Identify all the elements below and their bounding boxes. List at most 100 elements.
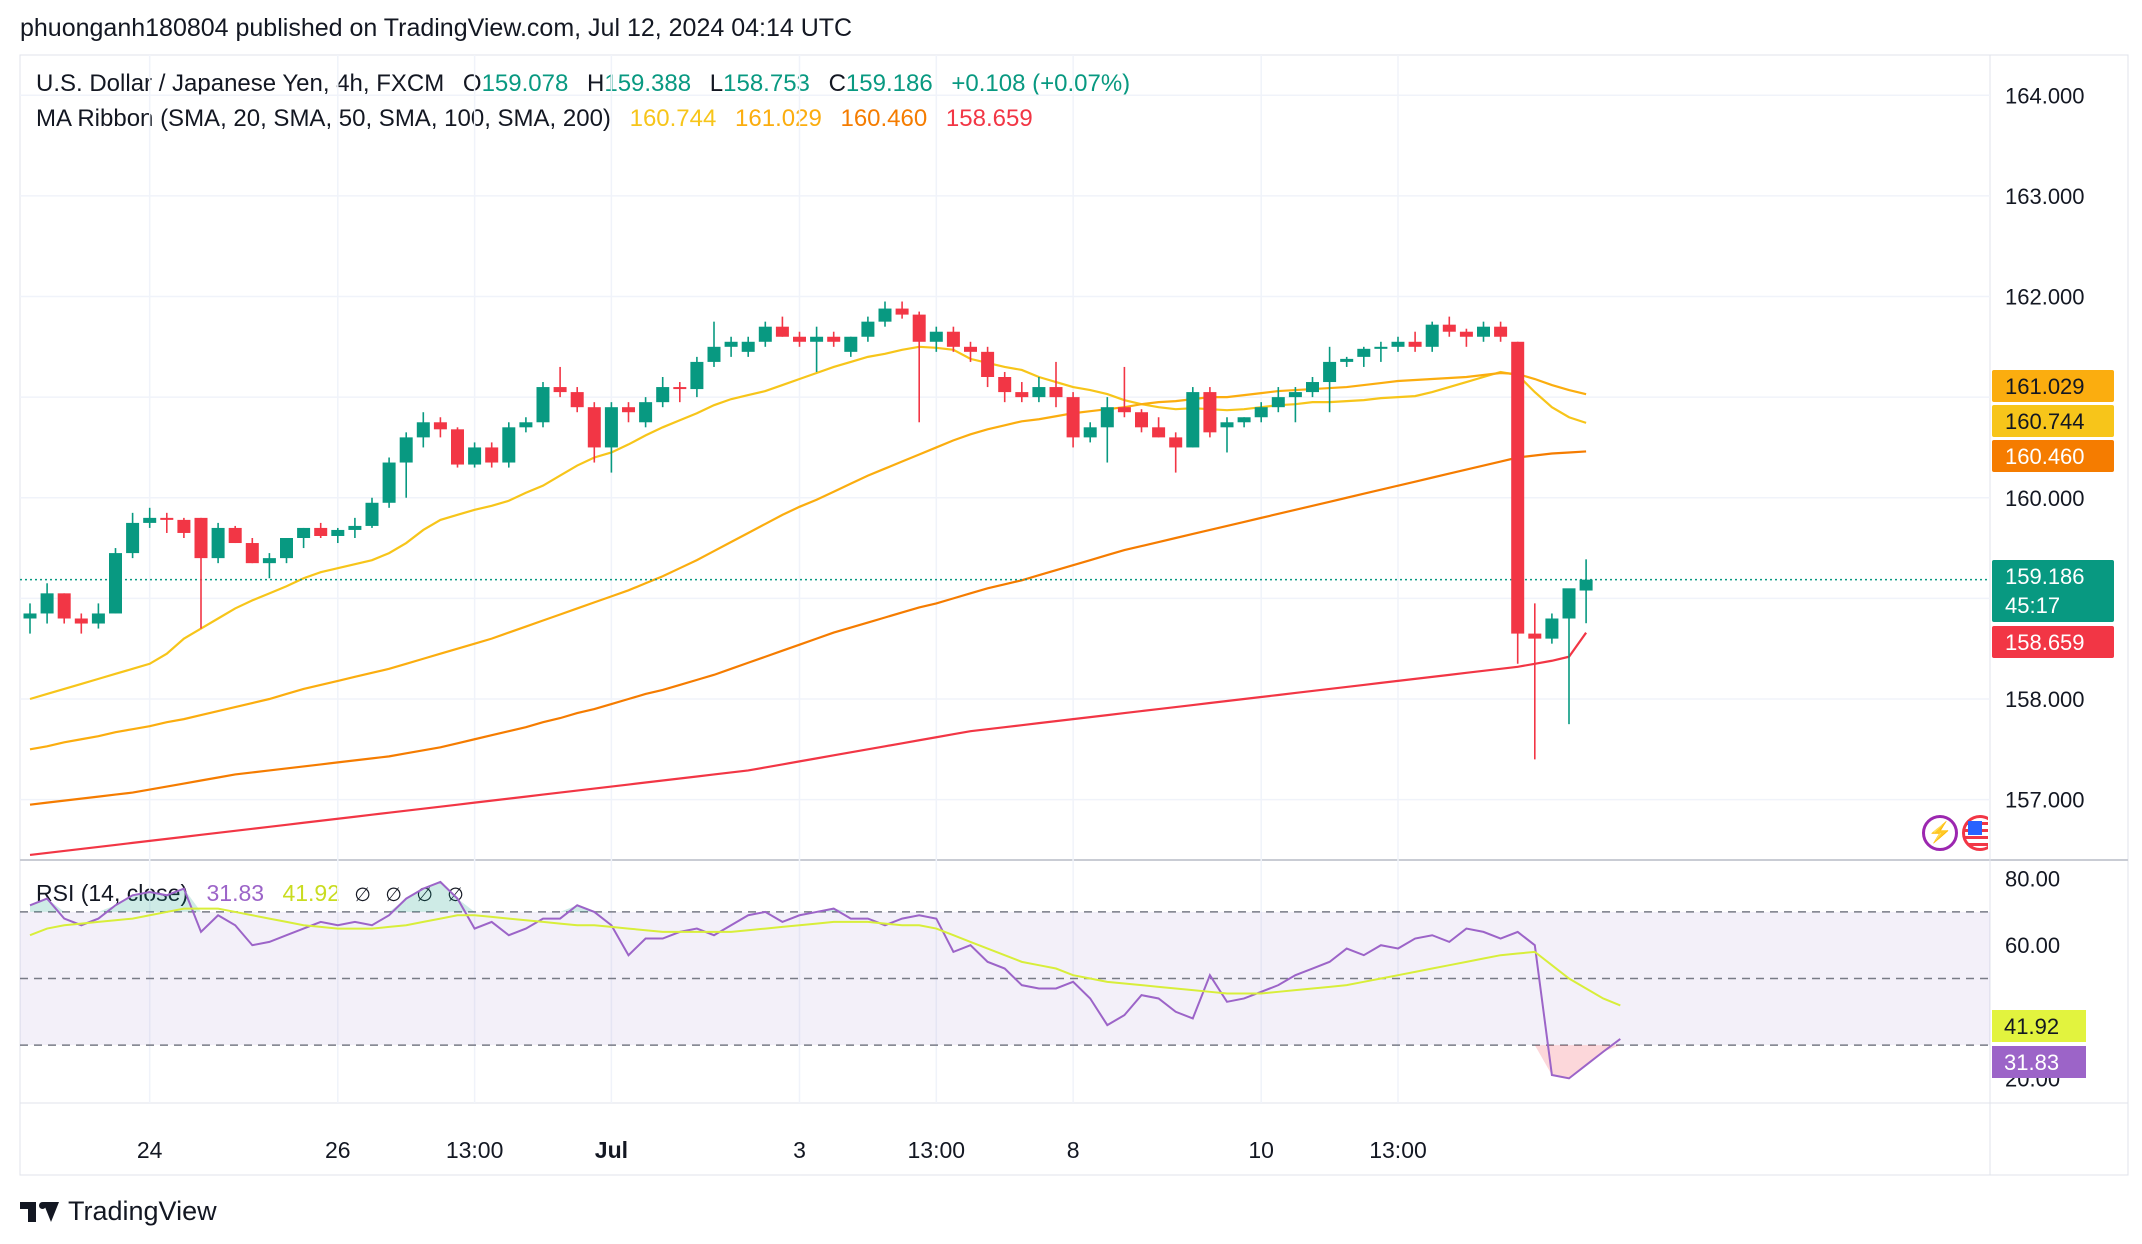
candle xyxy=(74,618,88,624)
rsi-overbought-fill xyxy=(406,888,424,912)
candle xyxy=(177,519,191,533)
candle xyxy=(1323,361,1337,383)
candle xyxy=(1015,392,1029,398)
lightning-icon[interactable]: ⚡ xyxy=(1922,815,1958,851)
candle xyxy=(382,462,396,503)
time-tick-label: 13:00 xyxy=(446,1137,504,1163)
candle xyxy=(91,613,105,624)
rsi-tick-label: 80.00 xyxy=(2005,867,2060,892)
time-tick-label: 26 xyxy=(325,1137,351,1163)
candle xyxy=(998,377,1012,393)
price-tick-label: 157.000 xyxy=(2005,788,2085,813)
rsi-overbought-fill xyxy=(560,905,578,912)
time-tick-label: 8 xyxy=(1067,1137,1080,1163)
candle xyxy=(451,429,464,465)
rsi-title: RSI (14, close) xyxy=(36,880,189,906)
countdown-label: 45:17 xyxy=(2005,593,2060,618)
brand-name: TradingView xyxy=(68,1196,217,1226)
rsi-overbought-fill xyxy=(115,895,133,912)
rsi-overbought-fill xyxy=(98,905,116,912)
rsi-overbought-fill xyxy=(30,898,48,912)
candle xyxy=(416,422,430,438)
candle xyxy=(1528,633,1542,639)
candle xyxy=(1169,437,1183,448)
candle xyxy=(1442,324,1456,332)
candle xyxy=(1357,348,1371,357)
candle xyxy=(245,543,259,564)
candle xyxy=(1459,331,1473,337)
empty-value-icon: ∅ xyxy=(354,885,371,906)
chart-frame xyxy=(19,54,2129,1176)
candle xyxy=(519,422,533,428)
candle xyxy=(1562,588,1576,619)
time-tick-label: Jul xyxy=(595,1137,628,1163)
low-value: 158.753 xyxy=(723,70,810,97)
rsi-overbought-fill xyxy=(149,891,167,912)
candles xyxy=(23,301,1593,760)
candle xyxy=(1545,618,1559,639)
ma-line-sma100 xyxy=(29,450,1587,806)
candle xyxy=(1271,397,1285,408)
candle xyxy=(1049,387,1063,398)
candle xyxy=(109,553,122,614)
candle xyxy=(639,402,653,423)
rsi-overbought-fill xyxy=(440,881,458,912)
candle xyxy=(981,351,995,377)
us-flag-icon[interactable] xyxy=(1962,815,1988,851)
rsi-overbought-fill xyxy=(457,898,475,912)
candle xyxy=(964,346,977,352)
candle xyxy=(23,613,37,619)
candle xyxy=(1117,407,1131,413)
candle xyxy=(365,502,379,526)
candle xyxy=(502,427,516,463)
price-label-badge xyxy=(1992,370,2114,402)
candle xyxy=(1032,387,1046,398)
candle xyxy=(433,422,447,430)
candle xyxy=(673,387,687,390)
price-label-text: 159.186 xyxy=(2005,564,2085,589)
candle xyxy=(348,525,362,530)
close-value: 159.186 xyxy=(845,70,933,97)
candle xyxy=(1306,382,1319,393)
ma-line-sma50 xyxy=(29,371,1587,751)
candle xyxy=(1511,341,1525,634)
empty-value-icon: ∅ xyxy=(385,885,402,906)
candle xyxy=(1066,397,1080,438)
rsi-oversold-fill xyxy=(1551,1045,1569,1079)
candle xyxy=(280,538,293,559)
candle xyxy=(1237,417,1251,423)
time-tick-label: 24 xyxy=(137,1137,163,1163)
time-tick-label: 13:00 xyxy=(1369,1137,1427,1163)
candle xyxy=(211,527,225,559)
candle xyxy=(536,387,550,423)
low-label: L xyxy=(709,70,724,97)
candle xyxy=(160,517,174,520)
candle xyxy=(622,407,635,413)
price-label-badge xyxy=(1992,440,2114,472)
candle xyxy=(1152,427,1166,438)
rsi-tick-label: 60.00 xyxy=(2005,933,2060,958)
candle xyxy=(912,314,926,342)
candle xyxy=(262,558,276,564)
candle xyxy=(1391,341,1405,347)
candle xyxy=(485,447,499,463)
price-label-badge xyxy=(1992,626,2114,658)
candle xyxy=(1100,407,1114,428)
candle xyxy=(1288,392,1302,398)
candle xyxy=(707,346,721,362)
price-label-text: 160.744 xyxy=(2005,409,2085,434)
ma-line-sma20 xyxy=(29,345,1587,701)
price-tick-label: 162.000 xyxy=(2005,285,2085,310)
candle xyxy=(468,447,482,465)
rsi-badge-text: 31.83 xyxy=(2004,1050,2059,1075)
candle xyxy=(758,326,772,342)
price-label-badge xyxy=(1992,405,2114,437)
candle xyxy=(741,341,755,352)
tradingview-logo-icon xyxy=(20,1200,60,1224)
rsi-oversold-fill xyxy=(1534,1045,1552,1076)
rsi-overbought-fill xyxy=(47,898,65,912)
candle xyxy=(587,407,601,448)
candle xyxy=(143,517,157,523)
candle xyxy=(878,308,892,322)
